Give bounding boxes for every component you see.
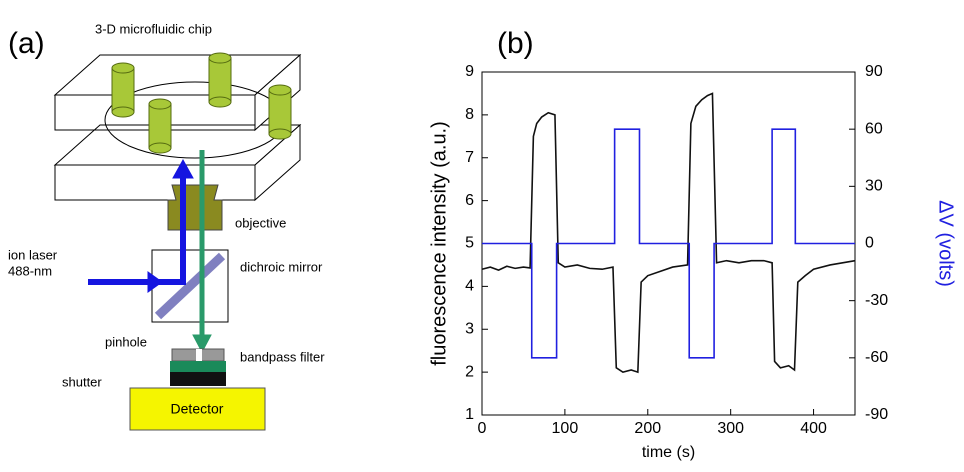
y-tick-label: 6: [465, 192, 474, 209]
y-tick-label: 4: [465, 278, 474, 295]
mirror: [154, 252, 226, 320]
objective-label: objective: [235, 215, 286, 230]
filter: [170, 361, 226, 372]
laser-label: 488-nm: [8, 263, 52, 278]
y-tick-label: 9: [465, 63, 474, 80]
data-line: [481, 92, 856, 374]
y2-tick-label: 0: [865, 235, 874, 252]
panel-label: (b): [497, 27, 534, 60]
x-axis-label: time (s): [642, 444, 695, 461]
shutter-label: shutter: [62, 374, 102, 389]
reservoirs: [111, 52, 292, 154]
y-tick-label: 2: [465, 363, 474, 380]
pinhole-hole: [196, 349, 202, 361]
pinhole-label: pinhole: [105, 334, 147, 349]
mirror-label: dichroic mirror: [240, 259, 323, 274]
x-tick-label: 300: [717, 420, 744, 437]
y-tick-label: 7: [465, 149, 474, 166]
y-axis-label: fluorescence intensity (a.u.): [428, 121, 450, 366]
objective: [167, 184, 223, 231]
y2-tick-label: 30: [865, 178, 883, 195]
y2-tick-label: 90: [865, 63, 883, 80]
laser-beam: [88, 158, 194, 293]
laser-label: ion laser: [8, 247, 58, 262]
y-tick-label: 5: [465, 235, 474, 252]
x-tick-label: 200: [634, 420, 661, 437]
y2-tick-label: -30: [865, 292, 888, 309]
y2-tick-label: -60: [865, 349, 888, 366]
panel-b: (b) 0 100 200 300 400 1 2 3 4 5 6 7 8 9 -90 -60 -30 0 30 60 9…: [428, 27, 956, 461]
detector: [129, 387, 266, 431]
y2-tick-label: 60: [865, 120, 883, 137]
y2-tick-label: -90: [865, 406, 888, 423]
filter-label: bandpass filter: [240, 349, 325, 364]
detector-label: Detector: [171, 401, 224, 417]
x-tick-label: 400: [800, 420, 827, 437]
y-tick-label: 3: [465, 320, 474, 337]
y-tick-label: 8: [465, 106, 474, 123]
panel-a: (a) 3-D microfluidic chip objective dich…: [8, 21, 325, 431]
slab-front: [54, 164, 256, 201]
y-tick-label: 1: [465, 406, 474, 423]
x-tick-label: 100: [552, 420, 579, 437]
chip-label: 3-D microfluidic chip: [95, 21, 212, 36]
y2-axis-label: ΔV (volts): [935, 200, 957, 287]
panel-label: (a): [8, 27, 45, 60]
data-line: [482, 128, 855, 359]
shutter: [170, 372, 226, 386]
x-tick-label: 0: [478, 420, 487, 437]
emission-beam: [192, 150, 212, 354]
